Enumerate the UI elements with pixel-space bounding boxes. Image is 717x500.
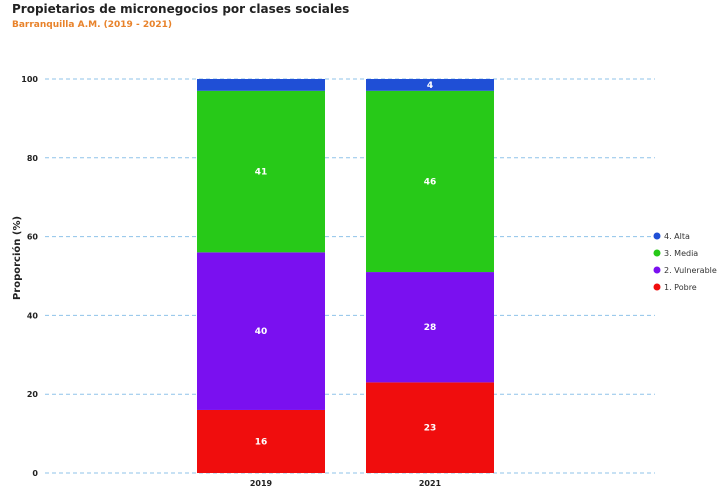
y-tick-label: 60	[27, 233, 39, 242]
legend-marker	[653, 249, 661, 257]
y-tick-label: 20	[27, 390, 39, 399]
data-label: 41	[255, 168, 268, 178]
x-tick-label: 2021	[419, 479, 442, 488]
legend-item[interactable]: 2. Vulnerable	[653, 266, 717, 275]
legend-label: 2. Vulnerable	[664, 266, 717, 275]
bar-2021-2-vulnerable[interactable]	[366, 272, 494, 383]
bar-2019-2-vulnerable[interactable]	[197, 252, 325, 410]
x-tick-label: 2019	[250, 479, 273, 488]
legend-item[interactable]: 4. Alta	[653, 232, 691, 241]
bar-2019-4-alta[interactable]	[197, 79, 325, 91]
data-label: 16	[255, 437, 268, 447]
legend-item[interactable]: 3. Media	[653, 249, 699, 258]
legend-item[interactable]: 1. Pobre	[653, 283, 697, 292]
bar-2019-1-pobre[interactable]	[197, 409, 325, 473]
data-label: 23	[424, 424, 437, 434]
chart-title: Propietarios de micronegocios por clases…	[12, 2, 350, 16]
legend-label: 1. Pobre	[664, 283, 697, 292]
legend-marker	[653, 232, 661, 240]
bar-2021-4-alta[interactable]	[366, 79, 494, 91]
legend-marker	[653, 266, 661, 274]
data-label: 40	[255, 327, 268, 337]
y-axis-label: Proporción (%)	[11, 216, 23, 300]
bar-2021-1-pobre[interactable]	[366, 382, 494, 473]
legend[interactable]: 4. Alta 3. Media 2. Vulnerable 1. Pobre	[653, 232, 717, 292]
y-tick-label: 40	[27, 311, 39, 320]
bar-2021-3-media[interactable]	[366, 90, 494, 273]
gridlines	[45, 78, 655, 474]
bar-2019-3-media[interactable]	[197, 90, 325, 253]
data-label: 46	[424, 177, 437, 187]
chart-subtitle: Barranquilla A.M. (2019 - 2021)	[12, 20, 172, 30]
y-tick-label: 100	[21, 75, 38, 84]
legend-label: 3. Media	[664, 249, 698, 258]
y-tick-label: 80	[27, 154, 39, 163]
data-label: 4	[427, 81, 433, 91]
legend-marker	[653, 283, 661, 291]
y-axis-ticks: 0 20 40 60 80 100	[21, 75, 38, 478]
legend-label: 4. Alta	[664, 232, 690, 241]
data-label: 28	[424, 323, 437, 333]
x-axis-ticks: 2019 2021	[250, 479, 442, 488]
y-tick-label: 0	[32, 469, 38, 478]
bars: 16 40 41 23 28 46 4	[197, 79, 494, 473]
